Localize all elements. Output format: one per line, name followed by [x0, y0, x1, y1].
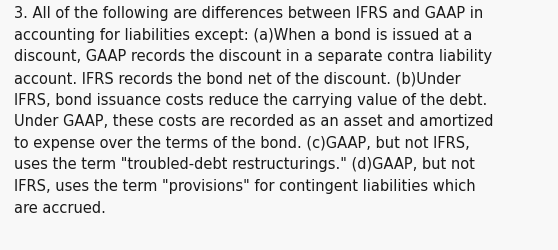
Text: 3. All of the following are differences between IFRS and GAAP in
accounting for : 3. All of the following are differences … [14, 6, 493, 215]
